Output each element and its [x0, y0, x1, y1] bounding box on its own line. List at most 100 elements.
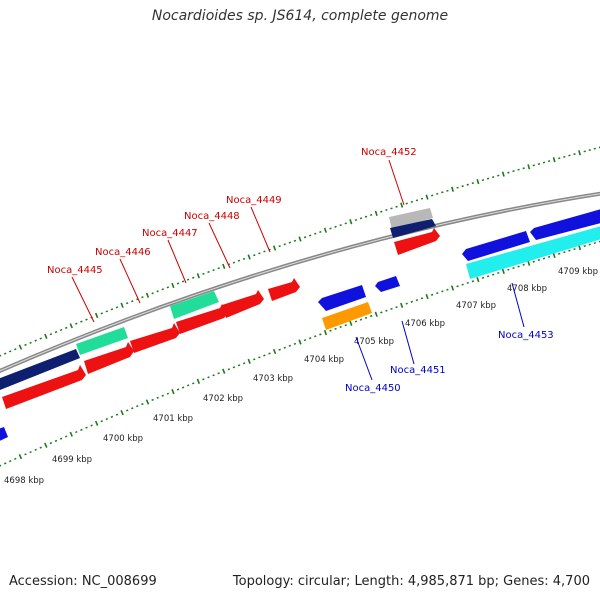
major-tick [247, 358, 251, 364]
minor-tick [293, 342, 297, 345]
minor-tick [80, 320, 83, 323]
major-tick [527, 260, 531, 266]
minor-tick [3, 462, 7, 465]
minor-tick [64, 435, 68, 438]
minor-tick [49, 333, 53, 336]
minor-tick [54, 439, 58, 442]
minor-tick [131, 407, 134, 410]
minor-tick [151, 398, 154, 401]
minor-tick [461, 283, 464, 286]
major-tick [476, 178, 480, 185]
minor-tick [334, 327, 337, 330]
minor-tick [181, 386, 185, 389]
gene-label-noca-4446: Noca_4446 [95, 247, 151, 258]
major-tick [451, 186, 454, 192]
major-tick [171, 388, 175, 395]
minor-tick [385, 309, 388, 312]
minor-tick [258, 252, 261, 255]
minor-tick [268, 352, 271, 355]
minor-tick [410, 300, 414, 303]
major-tick [450, 285, 455, 291]
minor-tick [369, 213, 373, 217]
minor-tick [131, 300, 134, 303]
minor-tick [263, 250, 266, 253]
minor-tick [522, 263, 525, 266]
gene-feature [2, 365, 86, 409]
minor-tick [202, 378, 205, 381]
tick-label: 4699 kbp [52, 455, 92, 465]
minor-tick [237, 364, 241, 367]
major-tick [145, 292, 150, 298]
minor-tick [105, 417, 109, 421]
minor-tick [59, 437, 63, 440]
gene-label-noca-4448: Noca_4448 [184, 211, 240, 222]
minor-tick [141, 403, 144, 406]
summary-text: Topology: circular; Length: 4,985,871 bp… [232, 574, 590, 589]
minor-tick [410, 200, 414, 203]
minor-tick [364, 215, 368, 218]
minor-tick [288, 241, 292, 244]
minor-tick [237, 259, 241, 262]
minor-tick [166, 392, 170, 395]
major-tick [374, 311, 378, 317]
minor-tick [308, 234, 312, 237]
major-tick [400, 202, 404, 208]
minor-tick [39, 446, 42, 449]
minor-tick [151, 292, 154, 295]
minor-tick [85, 426, 88, 429]
minor-tick [217, 372, 220, 375]
tick-label: 4705 kbp [354, 337, 394, 347]
major-tick [272, 245, 277, 251]
minor-tick [405, 202, 408, 205]
minor-tick [100, 312, 103, 315]
minor-tick [319, 333, 322, 336]
gene-labels: Noca_4445 Noca_4446 Noca_4447 Noca_4448 … [47, 147, 554, 394]
major-tick [400, 302, 404, 308]
minor-tick [558, 252, 561, 255]
major-tick [94, 420, 99, 426]
major-tick [196, 378, 201, 384]
minor-tick [258, 356, 261, 359]
minor-tick [14, 348, 17, 351]
major-tick [247, 254, 251, 260]
minor-tick [430, 194, 434, 197]
minor-tick [441, 290, 444, 293]
gene-feature [176, 304, 228, 334]
minor-tick [176, 282, 180, 285]
minor-tick [471, 280, 475, 283]
minor-tick [49, 442, 53, 445]
gene-features [0, 208, 600, 441]
minor-tick [75, 430, 78, 434]
minor-tick [125, 302, 129, 305]
major-tick [298, 339, 302, 345]
gene-label-noca-4445: Noca_4445 [47, 265, 103, 276]
tick-label: 4706 kbp [405, 319, 445, 329]
gene-feature [530, 209, 600, 240]
label-leader-lines [71, 159, 525, 381]
gene-feature [130, 323, 180, 353]
gene-label-noca-4453: Noca_4453 [498, 330, 554, 341]
minor-tick [364, 316, 368, 319]
minor-tick [283, 243, 286, 246]
map-title: Nocardioides sp. JS614, complete genome [151, 8, 449, 24]
minor-tick [334, 225, 337, 228]
minor-tick [283, 346, 286, 349]
major-tick [69, 431, 73, 437]
major-tick [323, 329, 328, 336]
minor-tick [430, 293, 434, 296]
major-tick [323, 227, 327, 233]
minor-tick [588, 243, 591, 246]
minor-tick [263, 354, 266, 357]
minor-tick [186, 384, 190, 387]
minor-tick [293, 239, 297, 242]
gene-feature [390, 219, 436, 238]
genome-backbone [0, 191, 600, 374]
minor-tick [181, 280, 185, 283]
gene-feature [0, 349, 80, 390]
minor-tick [497, 174, 500, 177]
gene-feature [466, 226, 600, 279]
major-tick [69, 323, 73, 329]
gene-feature [268, 278, 300, 301]
major-tick [44, 442, 48, 448]
